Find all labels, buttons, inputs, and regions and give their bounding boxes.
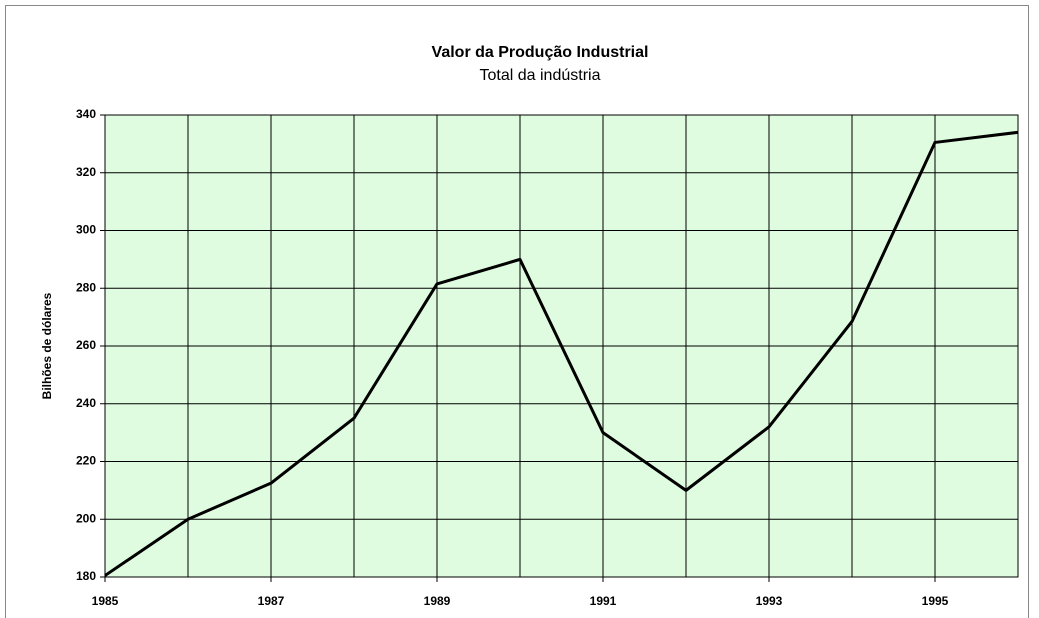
x-tick-label: 1985: [92, 594, 119, 608]
y-axis-label: Bilhões de dólares: [40, 292, 54, 399]
x-tick-label: 1991: [590, 594, 617, 608]
y-tick-label: 180: [76, 569, 96, 583]
y-tick-label: 260: [76, 338, 96, 352]
x-tick-label: 1989: [424, 594, 451, 608]
chart-subtitle: Total da indústria: [480, 67, 601, 84]
y-tick-label: 240: [76, 396, 96, 410]
y-tick-label: 220: [76, 454, 96, 468]
y-tick-label: 200: [76, 511, 96, 525]
y-tick-label: 300: [76, 223, 96, 237]
y-tick-label: 280: [76, 280, 96, 294]
plot-border: [104, 114, 1019, 578]
chart-title: Valor da Produção Industrial: [432, 44, 649, 61]
y-tick-label: 320: [76, 165, 96, 179]
x-tick-label: 1995: [922, 594, 949, 608]
y-tick-label: 340: [76, 107, 96, 121]
line-series: [104, 130, 1019, 577]
x-tick-label: 1993: [756, 594, 783, 608]
x-tick-label: 1987: [258, 594, 285, 608]
